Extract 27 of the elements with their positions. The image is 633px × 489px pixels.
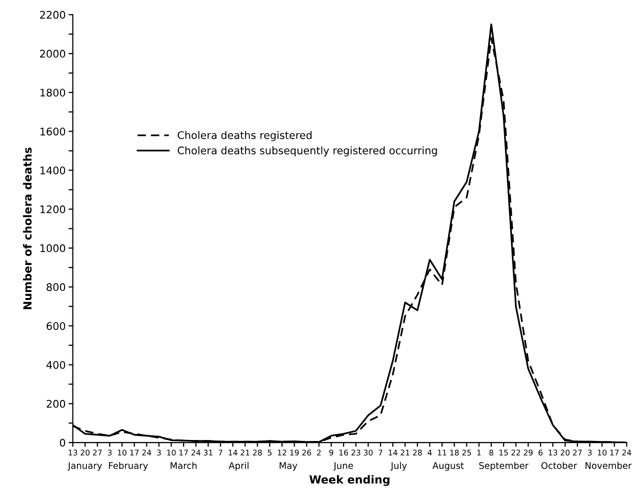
y-tick-label: 1200 (40, 205, 66, 214)
text: July (390, 462, 407, 471)
text: November (586, 462, 632, 469)
text: June (333, 462, 353, 471)
y-tick-label: 200 (46, 400, 66, 408)
y-tick-label: 1400 (40, 166, 66, 174)
y-tick-label: 2000 (40, 50, 66, 58)
legend-label: Cholera deaths subsequently registered occurring (178, 146, 437, 156)
y-tick-label: 2200 (40, 10, 66, 19)
y-tick-label: 1000 (40, 244, 66, 252)
y-tick-label: 1800 (40, 88, 66, 97)
text: February (109, 462, 148, 471)
text: October (541, 462, 578, 469)
text: August (432, 462, 464, 471)
x-axis-title: Week ending (309, 475, 390, 486)
legend-label: Cholera deaths registered (178, 131, 312, 142)
text: January (68, 462, 102, 471)
y-axis-title: Number of cholera deaths (23, 148, 32, 310)
y-tick-label: 400 (46, 360, 66, 369)
text: March (170, 462, 197, 469)
y-tick-label: 800 (46, 283, 66, 292)
text: September (479, 462, 529, 471)
y-tick-label: 1600 (40, 128, 66, 136)
text: April (228, 462, 248, 471)
y-tick-label: 0 (60, 438, 66, 447)
y-tick-label: 600 (46, 322, 66, 330)
text: May (280, 462, 298, 471)
